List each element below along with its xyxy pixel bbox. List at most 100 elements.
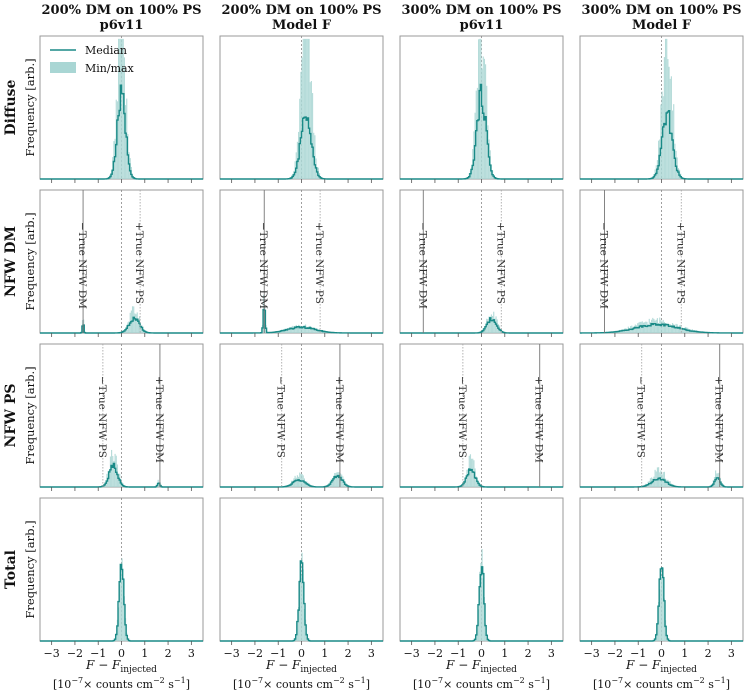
- true-value-label: −True NFW DM: [76, 222, 88, 309]
- minmax-bar: [683, 328, 685, 333]
- median-line: [580, 477, 743, 488]
- minmax-bar: [298, 476, 300, 487]
- minmax-bar: [301, 326, 303, 333]
- minmax-bar: [642, 322, 645, 333]
- true-value-label: −True NFW DM: [257, 222, 269, 309]
- legend-median-label: Median: [85, 44, 127, 57]
- units-part: ]: [726, 678, 730, 691]
- minmax-bar: [120, 568, 122, 641]
- x-tick-label: 2: [165, 647, 172, 660]
- minmax-bar: [306, 326, 308, 333]
- minmax-bar: [293, 327, 295, 333]
- x-axis-label-main: F − F: [445, 658, 481, 672]
- minmax-bar: [304, 38, 307, 179]
- minmax-bar: [491, 315, 494, 333]
- minmax-bar: [296, 326, 299, 333]
- minmax-bar: [481, 68, 483, 179]
- minmax-bar: [666, 324, 668, 333]
- minmax-bar: [334, 473, 336, 487]
- minmax-bar: [301, 552, 303, 641]
- minmax-bar: [291, 326, 293, 333]
- row-title-1: Diffuse: [3, 79, 19, 135]
- column-title-1: 200% DM on 100% PS: [41, 3, 201, 18]
- y-axis-label-row-4: Frequency [arb.]: [23, 520, 37, 618]
- y-axis-label-row-1: Frequency [arb.]: [23, 58, 37, 156]
- x-axis-label-subscript: injected: [120, 665, 157, 675]
- units-part: s: [525, 678, 534, 691]
- panel-frame: [579, 189, 744, 334]
- units-exponent: −7: [251, 676, 263, 685]
- minmax-bar: [620, 330, 622, 333]
- minmax-bar: [635, 325, 638, 333]
- minmax-bar: [308, 326, 310, 333]
- minmax-bar: [307, 38, 309, 179]
- x-tick-label: 2: [525, 647, 532, 660]
- minmax-bar: [338, 472, 340, 487]
- minmax-bar: [294, 327, 296, 333]
- median-line: [220, 560, 383, 642]
- minmax-bar: [310, 327, 312, 333]
- minmax-bar: [302, 326, 304, 333]
- units-exponent: −1: [174, 676, 186, 685]
- panel-r4-c2: −3 −2 −1 0 1 2 3: [219, 497, 384, 660]
- true-value-label: +True NFW DM: [333, 376, 345, 463]
- minmax-bar: [295, 477, 297, 487]
- minmax-bar: [482, 578, 484, 641]
- units-part: s: [165, 678, 174, 691]
- x-tick-label: −1: [450, 647, 466, 660]
- panel-r4-c1: −3 −2 −1 0 1 2 3: [39, 497, 204, 660]
- median-line: [580, 110, 743, 180]
- minmax-bar: [288, 327, 290, 333]
- true-value-label: +True NFW DM: [713, 376, 725, 463]
- legend: Median Min/max: [50, 44, 135, 75]
- column-subtitle-2: Model F: [272, 18, 332, 33]
- panel-r2-c4: −True NFW DM +True NFW PS: [579, 189, 744, 337]
- row-title-4: Total: [3, 550, 19, 589]
- panel-r1-c4: [579, 35, 744, 183]
- minmax-bar: [673, 324, 675, 333]
- true-value-label: +True NFW DM: [533, 376, 545, 463]
- panel-r2-c1: −True NFW DM +True NFW PS: [39, 189, 204, 337]
- minmax-bar: [286, 329, 288, 333]
- median-line: [220, 116, 383, 180]
- units-part: × counts cm: [443, 678, 513, 691]
- panel-frame: [399, 343, 564, 488]
- minmax-bar: [303, 38, 305, 179]
- units-exponent: −1: [714, 676, 726, 685]
- x-tick-label: 3: [728, 647, 735, 660]
- units-exponent: −7: [71, 676, 83, 685]
- units-exponent: −1: [354, 676, 366, 685]
- minmax-bar: [314, 327, 316, 333]
- true-value-label: −True NFW PS: [635, 376, 647, 458]
- x-axis-label-1: F − Finjected: [85, 658, 157, 675]
- minmax-bar: [652, 317, 654, 333]
- x-tick-label: 2: [705, 647, 712, 660]
- panel-frame: [219, 189, 384, 334]
- median-line: [40, 84, 203, 180]
- panel-r3-c2: −True NFW PS +True NFW DM: [219, 343, 384, 491]
- x-tick-label: 3: [368, 647, 375, 660]
- minmax-bar: [298, 607, 300, 641]
- units-part: [10: [233, 678, 251, 691]
- x-tick-label: −3: [404, 647, 420, 660]
- minmax-bar: [667, 322, 669, 333]
- minmax-bar: [119, 584, 121, 641]
- x-axis-label-main: F − F: [265, 658, 301, 672]
- minmax-bar: [121, 38, 123, 179]
- minmax-bar: [121, 558, 123, 641]
- x-tick-label: 1: [501, 647, 508, 660]
- minmax-bar: [658, 467, 660, 487]
- column-title-2: 200% DM on 100% PS: [221, 3, 381, 18]
- x-tick-label: −1: [270, 647, 286, 660]
- minmax-bar: [647, 324, 649, 333]
- true-value-label: +True NFW PS: [133, 222, 145, 304]
- minmax-bar: [666, 38, 668, 179]
- x-tick-label: 2: [345, 647, 352, 660]
- row-title-2: NFW DM: [3, 226, 19, 297]
- panel-r2-c2: −True NFW DM +True NFW PS: [219, 189, 384, 337]
- minmax-bar: [311, 93, 314, 179]
- x-tick-label: 0: [658, 647, 665, 660]
- minmax-bar: [124, 105, 127, 179]
- minmax-bar: [663, 321, 665, 333]
- minmax-bar: [331, 478, 333, 487]
